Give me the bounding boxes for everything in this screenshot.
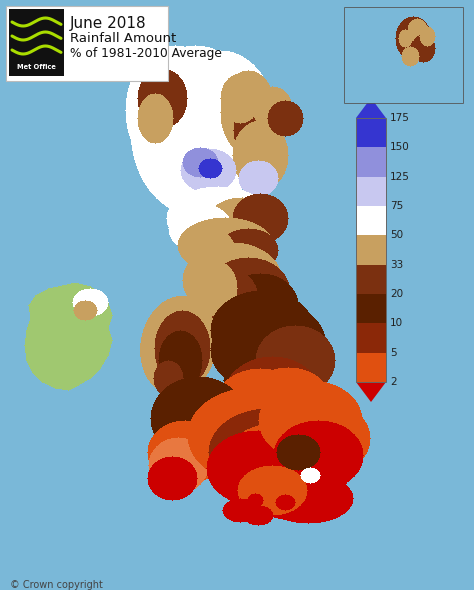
Text: 10: 10 [390,319,403,328]
Polygon shape [356,323,386,353]
Text: 20: 20 [390,289,403,299]
Text: 125: 125 [390,172,410,182]
Text: 33: 33 [390,260,403,270]
Text: Met Office: Met Office [17,64,55,70]
Polygon shape [356,176,386,206]
Text: 150: 150 [390,142,410,152]
Bar [9,9,64,76]
Text: Rainfall Amount: Rainfall Amount [70,32,176,45]
Bar [345,8,463,103]
Polygon shape [356,118,386,148]
Text: June 2018: June 2018 [70,16,146,31]
Text: 2: 2 [390,377,397,387]
Polygon shape [356,235,386,265]
Polygon shape [356,294,386,323]
Text: 5: 5 [390,348,397,358]
Text: 175: 175 [390,113,410,123]
Polygon shape [356,353,386,382]
Text: % of 1981-2010 Average: % of 1981-2010 Average [70,47,222,60]
Polygon shape [356,148,386,176]
Polygon shape [356,265,386,294]
Polygon shape [356,382,386,402]
Polygon shape [356,98,386,118]
Text: © Crown copyright: © Crown copyright [10,580,103,590]
Bar [6,6,168,81]
Polygon shape [356,206,386,235]
Text: 50: 50 [390,230,403,240]
Text: 75: 75 [390,201,403,211]
